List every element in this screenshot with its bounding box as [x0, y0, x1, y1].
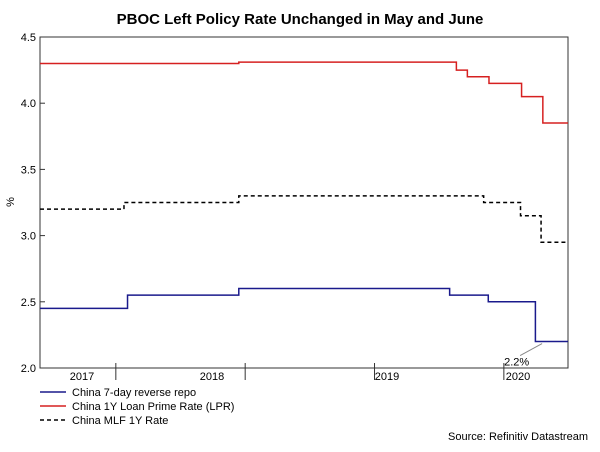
x-tick-label: 2018	[200, 371, 224, 383]
chart-title: PBOC Left Policy Rate Unchanged in May a…	[117, 11, 484, 28]
y-tick-label: 3.5	[21, 164, 36, 176]
legend-label-0: China 7-day reverse repo	[72, 387, 196, 399]
x-axis: 2017 2018 2019 2020	[70, 363, 530, 383]
x-tick-label: 2020	[506, 371, 530, 383]
y-tick-label: 4.5	[21, 32, 36, 44]
source-note: Source: Refinitiv Datastream	[448, 431, 588, 443]
y-axis: 2.0 2.5 3.0 3.5 4.0 4.5	[21, 32, 45, 375]
annotation-leader	[519, 343, 543, 356]
series-layer	[40, 61, 568, 343]
series-line-0	[40, 287, 568, 343]
x-tick-label: 2017	[70, 371, 94, 383]
annotation-label: 2.2%	[504, 357, 529, 369]
annotation-layer: 2.2%	[504, 343, 543, 369]
legend-label-1: China 1Y Loan Prime Rate (LPR)	[72, 401, 234, 413]
series-line-1	[40, 61, 568, 124]
y-tick-label: 2.0	[21, 363, 36, 375]
x-tick-label: 2019	[375, 371, 399, 383]
y-tick-label: 3.0	[21, 231, 36, 243]
y-axis-label: %	[5, 197, 17, 207]
legend: China 7-day reverse repo China 1Y Loan Pr…	[40, 387, 234, 427]
legend-label-2: China MLF 1Y Rate	[72, 415, 168, 427]
y-tick-label: 4.0	[21, 98, 36, 110]
y-tick-label: 2.5	[21, 297, 36, 309]
plot-area	[39, 36, 569, 369]
